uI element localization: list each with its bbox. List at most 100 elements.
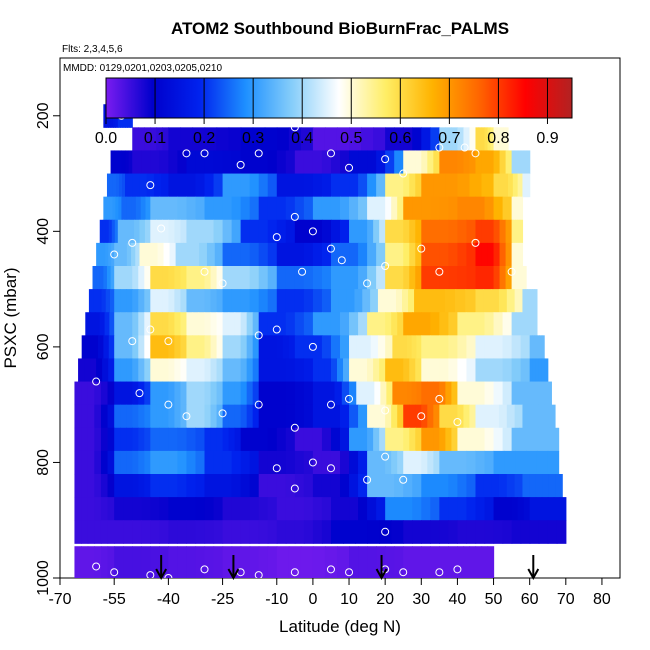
heatmap-cell	[498, 173, 504, 198]
heatmap-cell	[411, 335, 418, 359]
heatmap-cell	[520, 312, 525, 336]
heatmap-cell	[511, 497, 519, 521]
heatmap-cell	[321, 474, 332, 498]
heatmap-cell	[312, 242, 323, 267]
heatmap-cell	[222, 150, 233, 175]
heatmap-cell	[249, 150, 260, 175]
heatmap-cell	[312, 312, 323, 336]
heatmap-cell	[111, 242, 115, 267]
heatmap-cell	[234, 427, 242, 452]
heatmap-cell	[397, 266, 404, 290]
heatmap-cell	[412, 312, 422, 336]
sample-point	[435, 143, 444, 152]
heatmap-cell	[412, 546, 422, 578]
heatmap-cell	[267, 150, 278, 175]
profile-arrow-head	[155, 568, 168, 581]
heatmap-cell	[231, 289, 242, 313]
sample-point	[326, 565, 335, 574]
heatmap-cell	[249, 427, 260, 452]
y-tick-label: 800	[35, 449, 52, 476]
heatmap-cell	[439, 219, 449, 244]
heatmap-cell	[168, 497, 179, 521]
sample-point	[290, 568, 299, 577]
heatmap-cell	[457, 450, 468, 475]
sample-point	[200, 565, 209, 574]
heatmap-cell	[106, 173, 111, 198]
heatmap-cell	[475, 474, 484, 498]
heatmap-cell	[448, 266, 459, 290]
heatmap-cell	[340, 242, 350, 267]
heatmap-cell	[534, 289, 538, 313]
heatmap-cell	[303, 196, 314, 221]
heatmap-cell	[294, 335, 305, 359]
heatmap-cell	[330, 404, 341, 429]
heatmap-cell	[448, 196, 459, 221]
heatmap-cell	[117, 219, 124, 244]
heatmap-cell	[484, 335, 495, 359]
heatmap-cell	[330, 427, 341, 452]
colorbar-tick-label: 0.0	[95, 130, 117, 147]
heatmap-cell	[216, 312, 224, 336]
heatmap-cell	[542, 427, 552, 452]
heatmap-cell	[303, 173, 314, 198]
heatmap-cell	[138, 335, 145, 359]
heatmap-cell	[192, 404, 200, 429]
heatmap-cell	[484, 520, 495, 544]
sample-point	[471, 238, 480, 247]
heatmap-cell	[153, 173, 162, 198]
heatmap-cell	[213, 450, 224, 475]
heatmap-cell	[195, 520, 206, 544]
heatmap-cell	[168, 358, 176, 383]
heatmap-cell	[541, 358, 546, 383]
heatmap-cell	[186, 150, 197, 175]
heatmap-cell	[249, 173, 260, 198]
heatmap-cell	[373, 358, 380, 383]
heatmap-cell	[343, 358, 350, 383]
heatmap-cell	[198, 358, 206, 383]
heatmap-cell	[493, 497, 501, 521]
heatmap-cell	[132, 266, 139, 290]
heatmap-cell	[81, 520, 89, 544]
heatmap-cell	[547, 520, 558, 544]
heatmap-cell	[439, 520, 449, 544]
sample-point	[308, 342, 317, 351]
heatmap-cell	[430, 358, 440, 383]
heatmap-cell	[74, 520, 82, 544]
heatmap-cell	[523, 150, 528, 175]
heatmap-cell	[162, 312, 169, 336]
heatmap-cell	[466, 450, 477, 475]
heatmap-cell	[186, 289, 194, 313]
heatmap-cell	[276, 219, 287, 244]
heatmap-cell	[412, 497, 422, 521]
heatmap-cell	[276, 127, 290, 151]
heatmap-cell	[126, 358, 133, 383]
colorbar-tick-label: 0.8	[487, 130, 509, 147]
heatmap-cell	[114, 289, 121, 313]
heatmap-cell	[246, 335, 254, 359]
heatmap-cell	[294, 404, 305, 429]
heatmap-cell	[186, 546, 197, 578]
heatmap-cell	[493, 173, 499, 198]
heatmap-cell	[336, 358, 344, 383]
heatmap-cell	[267, 266, 278, 290]
heatmap-cell	[94, 546, 102, 578]
heatmap-cell	[532, 335, 536, 359]
heatmap-cell	[90, 312, 96, 336]
heatmap-cell	[135, 242, 141, 267]
heatmap-cell	[231, 520, 242, 544]
heatmap-cell	[469, 546, 477, 578]
sample-point	[164, 400, 173, 409]
heatmap-cell	[228, 381, 236, 406]
heatmap-cell	[126, 266, 133, 290]
heatmap-cell	[240, 196, 251, 221]
heatmap-cell	[412, 520, 422, 544]
heatmap-cell	[210, 312, 218, 336]
heatmap-cell	[457, 427, 468, 452]
heatmap-cell	[126, 196, 132, 221]
heatmap-cell	[120, 289, 127, 313]
heatmap-cell	[361, 358, 368, 383]
heatmap-cell	[249, 474, 260, 498]
heatmap-cell	[451, 427, 459, 452]
heatmap-cell	[439, 546, 449, 578]
heatmap-cell	[204, 266, 212, 290]
